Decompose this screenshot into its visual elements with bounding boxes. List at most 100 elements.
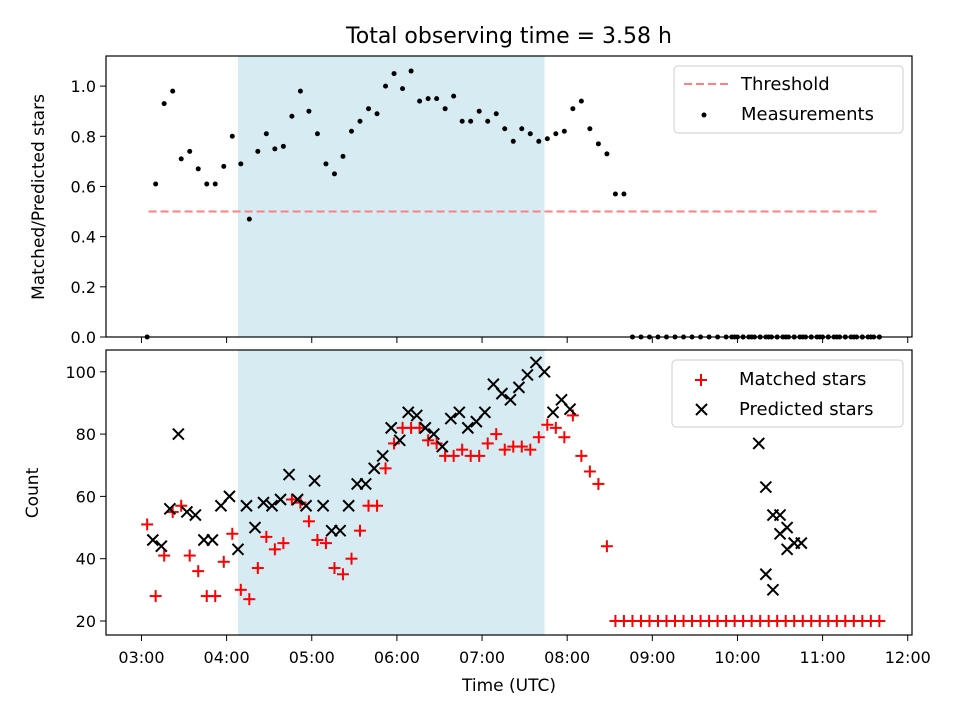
matched-point xyxy=(524,443,537,456)
predicted-point xyxy=(299,499,313,512)
top-shaded-span xyxy=(237,56,545,337)
measurement-point xyxy=(578,98,584,104)
predicted-point xyxy=(342,499,355,512)
measurement-point xyxy=(493,111,499,117)
y-tick-label: 80 xyxy=(76,425,96,444)
predicted-point xyxy=(478,406,492,419)
measurement-point xyxy=(383,83,389,89)
predicted-point xyxy=(795,536,808,550)
top-marks: 0.0 0.2 0.4 0.6 0.8 1.0 xyxy=(71,68,909,347)
matched-point xyxy=(268,543,281,556)
predicted-point xyxy=(461,421,475,435)
predicted-point xyxy=(444,412,458,425)
predicted-point xyxy=(504,393,517,407)
matched-point xyxy=(583,465,596,478)
predicted-point xyxy=(495,387,509,400)
measurement-point xyxy=(502,126,508,132)
measurement-point xyxy=(331,171,337,177)
predicted-legend-key xyxy=(695,403,708,416)
matched-point xyxy=(600,540,613,553)
matched-point xyxy=(532,431,545,444)
measurement-point xyxy=(468,118,474,124)
predicted-point xyxy=(752,437,765,450)
predicted-point xyxy=(359,477,372,491)
y-tick-label: 0.6 xyxy=(71,177,96,196)
bottom-panel: 03:00 04:00 05:00 06:00 07:00 08:00 09:00 10:00… xyxy=(23,349,931,696)
matched-legend-key xyxy=(695,374,707,386)
measurement-point xyxy=(612,191,618,197)
matched-point xyxy=(430,437,443,450)
x-tick-label: 11:00 xyxy=(800,648,846,667)
measurement-point xyxy=(348,128,354,134)
matched-point xyxy=(328,562,341,575)
x-tick-label: 12:00 xyxy=(885,648,931,667)
measurement-point xyxy=(519,126,525,132)
matched-point xyxy=(319,537,332,550)
predicted-point xyxy=(427,427,440,441)
measurement-point xyxy=(306,108,312,114)
matched-point xyxy=(388,437,401,450)
measurement-point xyxy=(451,93,457,99)
matched-point xyxy=(490,428,503,441)
matched-point xyxy=(575,449,588,462)
matched-point xyxy=(141,518,154,531)
predicted-point xyxy=(223,490,236,503)
threshold-legend-label: Threshold xyxy=(740,74,830,95)
predicted-point xyxy=(291,493,304,506)
matched-point xyxy=(158,549,171,562)
bottom-shaded-span xyxy=(237,350,545,635)
x-tick-label: 06:00 xyxy=(374,648,420,667)
y-tick-label: 40 xyxy=(76,550,96,569)
measurement-point xyxy=(170,88,176,94)
y-tick-label: 0.8 xyxy=(71,127,96,146)
matched-point xyxy=(515,440,528,453)
measurement-point xyxy=(255,148,261,154)
bottom-ylabel: Count xyxy=(23,467,43,518)
matched-point xyxy=(481,437,494,450)
matched-point xyxy=(422,434,435,447)
y-tick-label: 0.2 xyxy=(71,278,96,297)
predicted-point xyxy=(248,521,262,534)
matched-point xyxy=(354,524,367,537)
matched-point xyxy=(149,590,162,603)
measurement-point xyxy=(357,118,363,124)
y-tick-label: 60 xyxy=(76,487,96,506)
predicted-point xyxy=(274,493,287,506)
x-tick-label: 10:00 xyxy=(714,648,760,667)
measurement-point xyxy=(161,101,167,107)
predicted-point xyxy=(419,421,432,435)
measurement-point xyxy=(587,126,593,132)
matched-point xyxy=(277,537,290,550)
matched-point xyxy=(302,515,315,528)
measurement-point xyxy=(263,131,269,137)
matched-point xyxy=(345,552,358,565)
bottom-legend-box xyxy=(671,359,904,428)
predicted-point xyxy=(436,440,449,453)
y-tick-label: 0.4 xyxy=(71,228,96,247)
matched-point xyxy=(498,443,511,456)
top-panel: 0.0 0.2 0.4 0.6 0.8 1.0 Matched/Predicted sta… xyxy=(29,55,913,347)
predicted-legend-label: Predicted stars xyxy=(739,399,873,420)
predicted-point xyxy=(773,527,787,540)
predicted-point xyxy=(316,499,330,512)
top-axes-frame xyxy=(105,55,913,338)
predicted-point xyxy=(546,406,560,419)
measurements-legend-label: Measurements xyxy=(741,104,874,125)
matched-point xyxy=(192,565,205,578)
measurement-point xyxy=(323,161,329,167)
x-tick-label: 04:00 xyxy=(204,648,250,667)
measurement-point xyxy=(187,148,193,154)
measurement-point xyxy=(280,143,286,149)
y-tick-label: 1.0 xyxy=(71,77,96,96)
measurement-point xyxy=(561,128,567,134)
measurement-point xyxy=(570,106,576,112)
predicted-point xyxy=(180,505,194,519)
measurement-point xyxy=(544,136,550,142)
matched-point xyxy=(243,593,256,606)
predicted-point xyxy=(410,409,423,422)
measurements-legend-key xyxy=(701,112,707,118)
measurement-point xyxy=(595,141,601,147)
bottom-marks: 03:00 04:00 05:00 06:00 07:00 08:00 09:00 10:00… xyxy=(65,356,931,667)
predicted-point xyxy=(155,540,168,553)
matched-point xyxy=(541,418,554,431)
